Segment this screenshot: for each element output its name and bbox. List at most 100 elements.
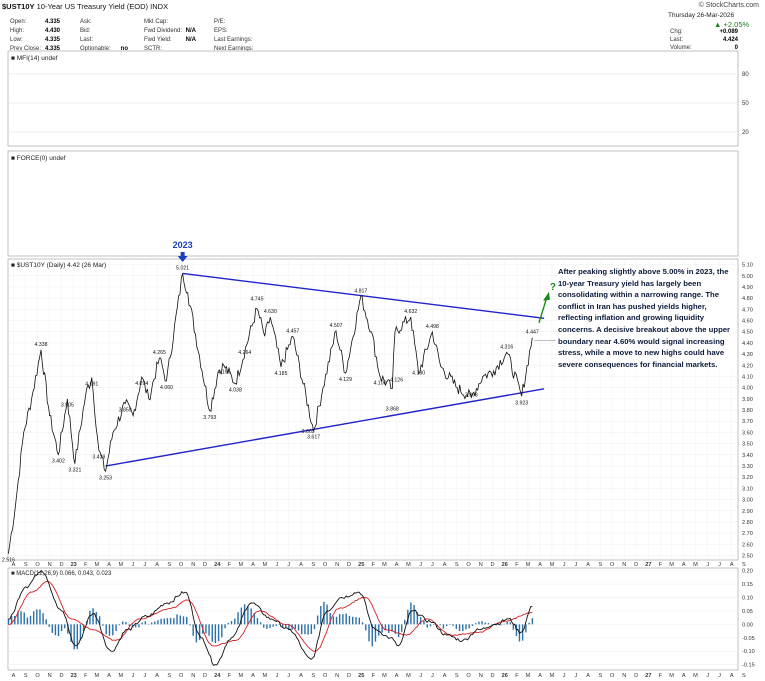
field-label: Volume: <box>670 45 692 51</box>
macd-label: ■ MACD(12,26,9) 0.066, 0.043, 0.023 <box>11 571 112 577</box>
x-tick-label-bottom: M <box>95 673 100 679</box>
price-y-tick: 3.10 <box>742 486 753 492</box>
x-tick-label-bottom: F <box>372 673 376 679</box>
macd-hist-bar <box>310 624 313 635</box>
x-tick-label-bottom: J <box>718 673 721 679</box>
macd-hist-bar <box>39 609 41 625</box>
chart-header: $UST10Y 10-Year US Treasury Yield (EOD) … <box>0 0 765 60</box>
macd-hist-bar <box>64 624 66 629</box>
macd-hist-bar <box>118 624 121 626</box>
field-value: N/A <box>185 28 196 34</box>
x-tick-label-bottom: J <box>132 673 135 679</box>
macd-hist-bar <box>378 624 380 636</box>
price-value-label: 3.793 <box>203 415 216 421</box>
macd-hist-bar <box>195 624 198 643</box>
macd-hist-bar <box>288 624 290 630</box>
macd-hist-bar <box>506 621 508 625</box>
macd-hist-bar <box>198 624 201 640</box>
change-percent-value: +2.05% <box>723 20 750 29</box>
macd-hist-bar <box>304 624 306 635</box>
macd-hist-bar <box>335 616 338 625</box>
field-label: EPS: <box>214 28 228 34</box>
x-tick-label-bottom: M <box>526 673 531 679</box>
price-y-tick: 4.60 <box>742 319 753 325</box>
x-tick-label: A <box>299 562 303 568</box>
macd-hist-bar <box>217 624 220 641</box>
macd-hist-bar <box>256 618 259 625</box>
mfi-label: ■ MFI(14) undef <box>11 55 58 62</box>
macd-hist-bar <box>160 618 162 625</box>
price-y-tick: 3.70 <box>742 419 753 425</box>
field-value: 4.424 <box>722 37 738 43</box>
macd-hist-bar <box>358 617 361 625</box>
price-value-label: 3.665 <box>302 429 315 435</box>
x-tick-label: J <box>431 562 434 568</box>
macd-hist-bar <box>285 624 287 628</box>
macd-hist-bar <box>48 624 50 627</box>
field-value: 4.335 <box>44 19 60 25</box>
x-tick-label-bottom: D <box>203 673 207 679</box>
x-tick-label: N <box>622 562 626 568</box>
x-tick-label: N <box>191 562 195 568</box>
macd-hist-bar <box>150 622 153 625</box>
field-label: Last: <box>80 37 94 43</box>
macd-hist-bar <box>227 622 229 625</box>
macd-hist-bar <box>471 624 474 627</box>
macd-hist-bar <box>237 612 239 625</box>
macd-hist-bar <box>23 612 25 625</box>
macd-hist-bar <box>323 601 325 625</box>
trendline-upper <box>182 272 545 319</box>
price-y-tick: 3.50 <box>742 442 753 448</box>
macd-hist-bar <box>423 621 425 625</box>
macd-hist-bar <box>221 624 223 638</box>
macd-hist-bar <box>355 617 357 625</box>
price-y-tick: 5.00 <box>742 274 753 280</box>
x-tick-label: N <box>479 562 483 568</box>
macd-hist-bar <box>250 608 252 625</box>
macd-hist-bar <box>182 616 185 625</box>
x-tick-label: M <box>119 562 124 568</box>
macd-hist-bar <box>115 624 117 631</box>
x-tick-label: A <box>12 562 16 568</box>
macd-hist-bar <box>36 609 38 625</box>
x-tick-label: D <box>347 562 351 568</box>
x-tick-label-bottom: D <box>59 673 63 679</box>
macd-hist-bar <box>452 624 454 626</box>
macd-hist-bar <box>484 622 486 625</box>
price-value-label: 3.868 <box>386 406 399 412</box>
macd-hist-bar <box>528 622 530 625</box>
x-tick-label-bottom: A <box>730 673 734 679</box>
x-tick-label-bottom: A <box>395 673 399 679</box>
macd-hist-bar <box>14 615 16 625</box>
macd-hist-bar <box>481 621 483 625</box>
x-tick-label: S <box>24 562 28 568</box>
macd-hist-bar <box>166 618 169 625</box>
macd-hist-bar <box>338 614 341 625</box>
x-tick-label-bottom: F <box>84 673 88 679</box>
x-tick-label-bottom: M <box>119 673 124 679</box>
macd-hist-bar <box>51 624 54 633</box>
macd-hist-bar <box>352 616 354 625</box>
x-tick-label: 25 <box>358 562 364 568</box>
macd-hist-bar <box>329 613 331 625</box>
macd-hist-bar <box>70 624 72 642</box>
macd-histogram <box>7 601 534 650</box>
price-value-label: 4.630 <box>264 309 277 315</box>
macd-hist-bar <box>230 621 233 625</box>
x-tick-label: O <box>35 562 40 568</box>
macd-hist-bar <box>345 613 347 625</box>
x-tick-label: D <box>634 562 638 568</box>
macd-hist-bar <box>361 622 364 625</box>
macd-hist-bar <box>108 624 111 636</box>
macd-hist-bar <box>468 624 470 629</box>
macd-hist-bar <box>128 624 130 627</box>
x-tick-label-bottom: 27 <box>645 673 651 679</box>
macd-hist-bar <box>531 618 534 625</box>
macd-hist-bar <box>474 623 477 625</box>
mfi-tick: 80 <box>742 72 749 78</box>
macd-hist-bar <box>365 624 367 631</box>
macd-hist-bar <box>487 623 490 625</box>
x-tick-label-bottom: M <box>693 673 698 679</box>
price-value-label: 4.265 <box>153 350 166 356</box>
x-tick-label-bottom: M <box>263 673 268 679</box>
